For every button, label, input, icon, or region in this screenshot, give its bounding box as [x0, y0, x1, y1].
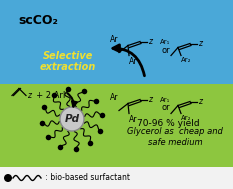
Text: Pd: Pd	[65, 114, 79, 124]
Text: 70-96 % yield: 70-96 % yield	[137, 119, 199, 128]
Bar	[0, 0, 233, 84]
Text: scCO₂: scCO₂	[18, 14, 58, 27]
Circle shape	[60, 107, 84, 131]
Text: Ar: Ar	[129, 115, 137, 123]
Text: Ar: Ar	[110, 92, 118, 101]
Text: Selective
extraction: Selective extraction	[40, 51, 96, 72]
Text: z: z	[148, 95, 152, 104]
Text: Glycerol as  cheap and
safe medium: Glycerol as cheap and safe medium	[127, 127, 223, 147]
Text: Ar: Ar	[110, 35, 118, 43]
Text: or: or	[162, 46, 170, 55]
Text: : bio-based surfactant: : bio-based surfactant	[43, 174, 130, 183]
Ellipse shape	[66, 114, 72, 118]
Text: or: or	[162, 103, 170, 112]
Text: + 2 ArI: + 2 ArI	[31, 91, 65, 100]
Bar	[0, 167, 233, 189]
Text: Ar₂: Ar₂	[181, 115, 192, 121]
Text: Ar₁: Ar₁	[160, 40, 170, 46]
FancyArrowPatch shape	[67, 93, 77, 107]
Text: Ar₂: Ar₂	[181, 57, 192, 63]
Text: Ar: Ar	[129, 57, 137, 66]
Text: Ar₁: Ar₁	[160, 98, 170, 104]
Text: z: z	[27, 91, 31, 100]
Text: z: z	[198, 39, 202, 48]
Bar	[0, 84, 233, 167]
Text: z: z	[198, 97, 202, 106]
FancyArrowPatch shape	[113, 45, 144, 76]
Text: z: z	[148, 37, 152, 46]
Circle shape	[4, 174, 12, 182]
